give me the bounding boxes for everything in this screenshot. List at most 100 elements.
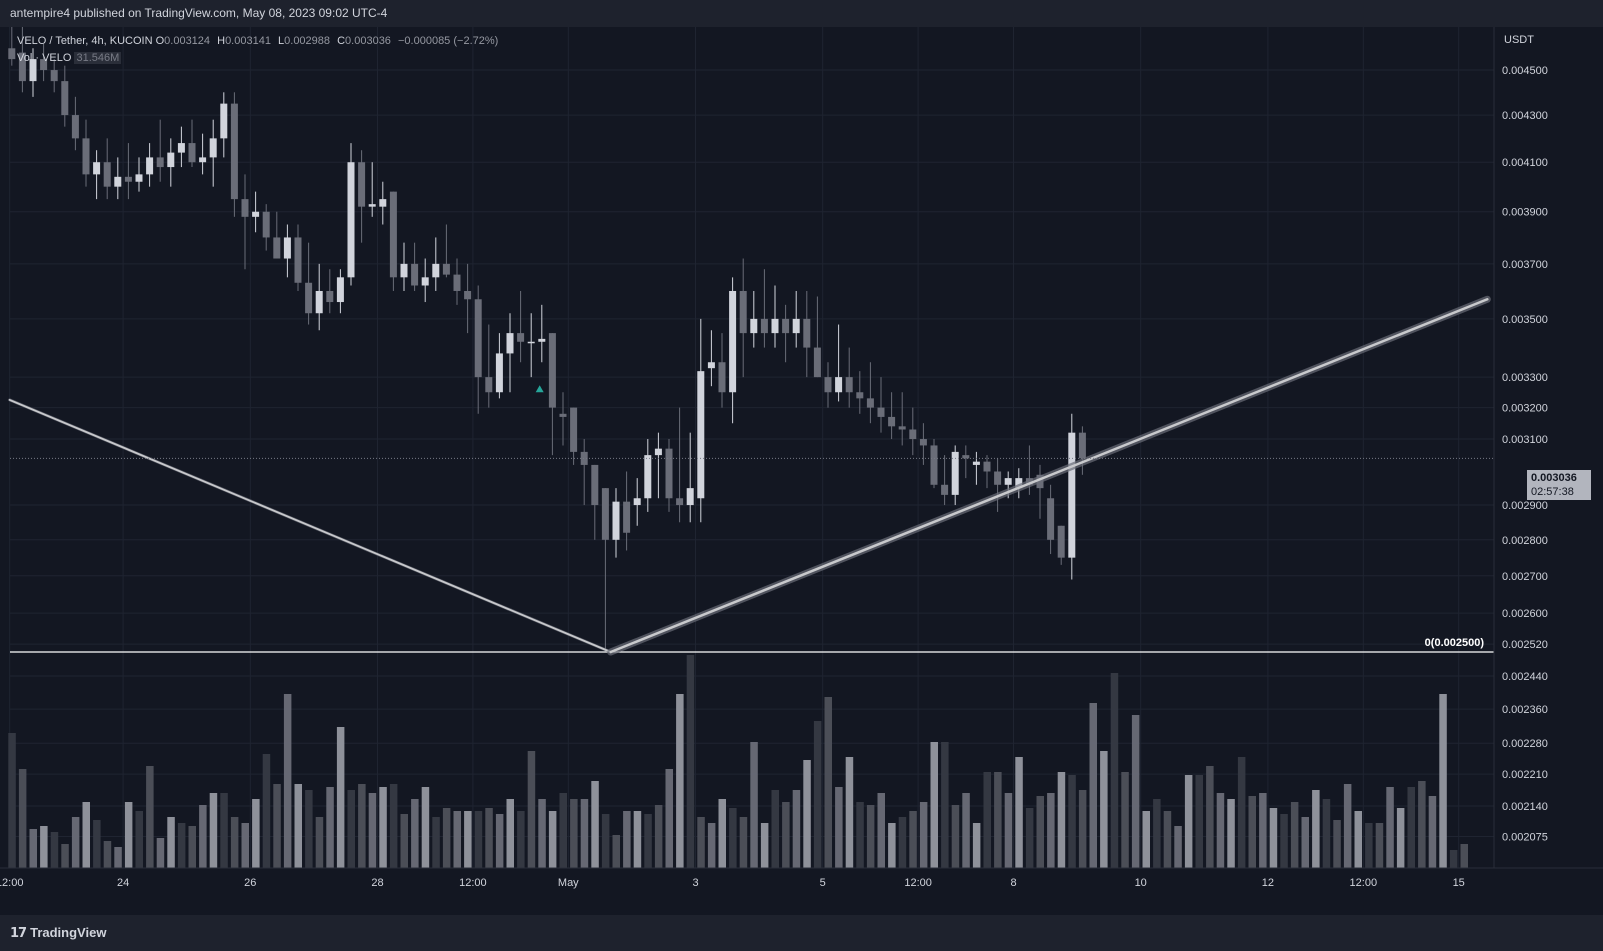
volume-bar xyxy=(124,802,133,868)
volume-bar xyxy=(1365,823,1373,868)
volume-bar xyxy=(1174,826,1182,868)
volume-bar xyxy=(676,694,684,868)
tradingview-logo-text: TradingView xyxy=(30,925,107,940)
candle-body xyxy=(527,341,535,344)
candle-body xyxy=(241,199,249,217)
candle-body xyxy=(760,318,768,334)
signal-up-marker xyxy=(535,385,544,393)
volume-bar xyxy=(305,790,313,868)
volume-bar xyxy=(252,799,260,868)
volume-bar xyxy=(1269,808,1278,868)
price-axis-tick: 0.003700 xyxy=(1502,259,1548,271)
volume-bar xyxy=(347,790,355,868)
time-axis-tick: 12:00 xyxy=(0,877,23,889)
volume-bar xyxy=(379,787,387,868)
volume-bar xyxy=(919,802,928,868)
volume-bar xyxy=(1280,814,1288,868)
volume-bar xyxy=(485,808,493,868)
volume-bar xyxy=(644,814,652,868)
volume-bar xyxy=(167,817,175,868)
volume-bar xyxy=(29,829,37,868)
volume-bar xyxy=(1163,811,1172,868)
volume-bar xyxy=(1131,715,1140,868)
chart-area[interactable]: 0(0.002500) USDT 0.004500 0.004300 0.004100 0… xyxy=(0,27,1603,951)
candle-body xyxy=(930,445,938,485)
candle-body xyxy=(230,103,238,200)
candle-body xyxy=(962,455,970,459)
candle-body xyxy=(633,498,641,506)
volume-bar xyxy=(230,817,239,868)
price-axis-tick: 0.002280 xyxy=(1502,738,1548,750)
candle-body xyxy=(750,318,758,334)
time-axis-tick: 10 xyxy=(1135,877,1147,889)
price-axis-tick: 0.003200 xyxy=(1502,403,1548,415)
volume-bar xyxy=(665,769,673,868)
candle-body xyxy=(612,501,620,540)
candle-body xyxy=(368,204,376,207)
candle-body xyxy=(336,277,344,303)
volume-bar xyxy=(994,772,1002,868)
candle-body xyxy=(1004,478,1012,485)
legend-volume-label[interactable]: Vol · VELO xyxy=(17,52,72,64)
volume-bar xyxy=(177,823,186,868)
price-axis-tick: 0.004500 xyxy=(1502,65,1548,77)
volume-bar xyxy=(103,841,112,868)
volume-bar xyxy=(686,655,695,868)
volume-bar xyxy=(750,742,758,868)
legend-symbol[interactable]: VELO / Tether, 4h, KUCOIN xyxy=(17,35,153,47)
volume-bars xyxy=(8,655,1468,868)
volume-bar xyxy=(835,787,843,868)
candle-body xyxy=(177,143,185,153)
legend-open-label: O xyxy=(155,35,165,47)
volume-bar xyxy=(220,793,228,868)
volume-bar xyxy=(591,781,599,868)
volume-bar xyxy=(40,826,48,868)
candle-body xyxy=(294,237,302,283)
candle-body xyxy=(803,318,811,348)
time-axis-tick: 26 xyxy=(244,877,256,889)
price-axis-tick: 0.002520 xyxy=(1502,639,1548,651)
candle-body xyxy=(474,299,482,378)
candle-body xyxy=(644,455,652,499)
price-chart[interactable]: 0(0.002500) USDT 0.004500 0.004300 0.004100 0… xyxy=(0,27,1603,951)
candle-body xyxy=(40,59,48,71)
volume-bar xyxy=(400,814,408,868)
volume-bar xyxy=(1047,793,1055,868)
candle-body xyxy=(421,277,429,286)
volume-bar xyxy=(464,811,472,868)
volume-bar xyxy=(623,811,631,868)
tradingview-logo[interactable]: 17 TradingView xyxy=(10,925,106,941)
volume-bar xyxy=(18,769,27,868)
volume-bar xyxy=(517,811,525,868)
candle-body xyxy=(262,211,270,238)
candle-body xyxy=(888,416,896,427)
volume-bar xyxy=(61,844,69,868)
time-axis-tick: 28 xyxy=(371,877,383,889)
volume-bar xyxy=(877,793,885,868)
volume-bar xyxy=(803,760,811,868)
volume-bar xyxy=(1025,808,1034,868)
volume-bar xyxy=(432,817,440,868)
volume-bar xyxy=(972,823,981,868)
candle-body xyxy=(697,371,705,499)
candle-body xyxy=(50,70,58,82)
volume-bar xyxy=(792,790,801,868)
volume-bar xyxy=(453,811,461,868)
candle-body xyxy=(559,413,567,417)
candle-body xyxy=(941,484,949,495)
price-axis-tick: 0.002600 xyxy=(1502,608,1548,620)
candle-body xyxy=(813,347,821,378)
candle-body xyxy=(676,498,684,506)
volume-bar xyxy=(845,757,854,868)
volume-bar xyxy=(1015,757,1023,868)
candle-body xyxy=(358,162,366,207)
volume-bar xyxy=(421,787,430,868)
volume-bar xyxy=(1312,790,1320,868)
price-axis-tick: 0.002360 xyxy=(1502,704,1548,716)
candle-body xyxy=(389,191,397,278)
volume-bar xyxy=(1110,673,1119,868)
candle-body xyxy=(453,274,461,291)
candle-body xyxy=(506,333,514,354)
volume-bar xyxy=(601,814,610,868)
legend-high-label: H xyxy=(217,35,226,47)
